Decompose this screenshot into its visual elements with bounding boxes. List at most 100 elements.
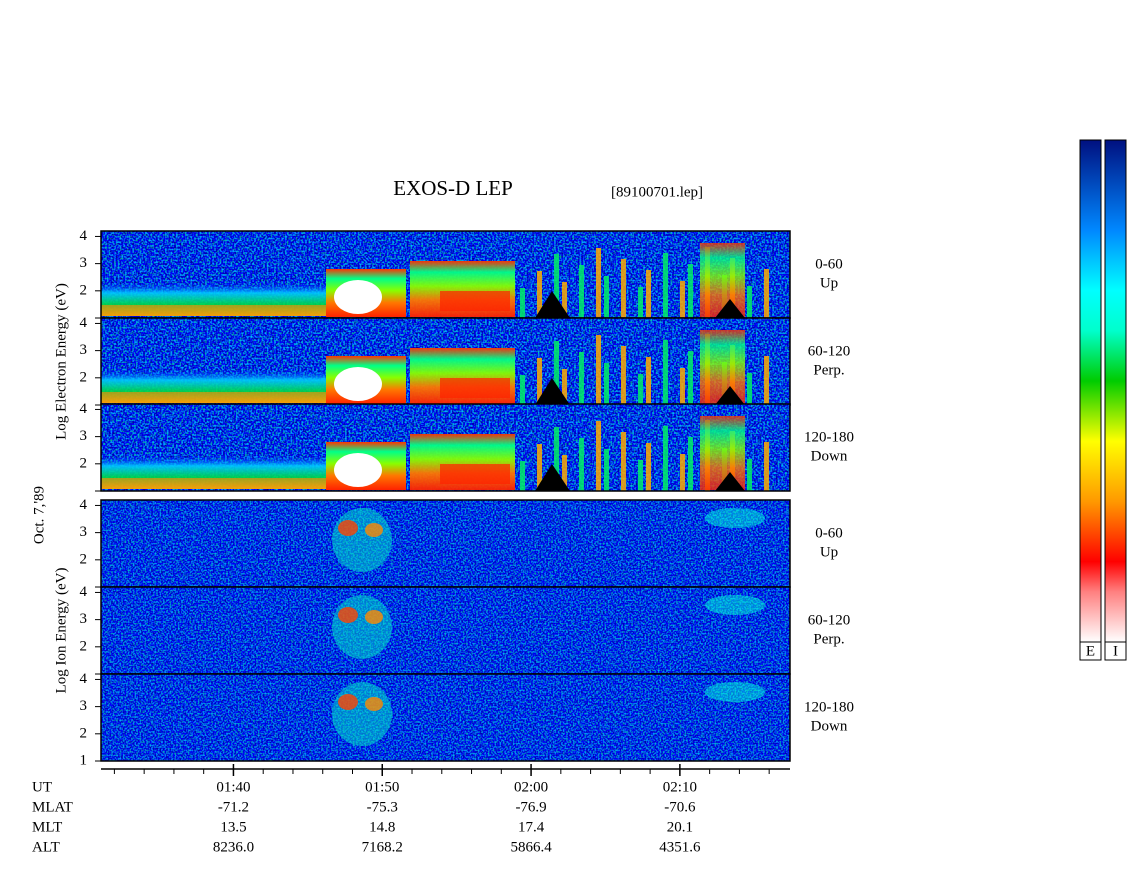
- ephemeris-value: -75.3: [367, 799, 398, 815]
- direction-label: Down: [811, 448, 848, 464]
- spectrogram-blob: [332, 682, 392, 746]
- spectrogram-spike: [520, 288, 525, 318]
- colorbar-label: E: [1086, 643, 1095, 659]
- x-tick-label: 01:50: [365, 779, 399, 795]
- spectrogram-blob: [705, 682, 765, 702]
- spectrogram-band: [101, 392, 329, 403]
- spectrogram-blob: [334, 280, 382, 314]
- spectrogram-blob: [440, 378, 510, 398]
- ephemeris-value: 17.4: [518, 819, 545, 835]
- y-tick-label: 1: [80, 752, 88, 768]
- y-tick-label: 4: [80, 671, 88, 687]
- spectrogram-blob: [338, 607, 358, 623]
- spectrogram-blob: [338, 694, 358, 710]
- spectrogram-spike: [604, 276, 609, 318]
- ephemeris-value: 8236.0: [213, 839, 254, 855]
- spectrogram-spike: [554, 254, 559, 318]
- spectrogram-band: [101, 305, 329, 316]
- spectrogram-blob: [365, 523, 383, 537]
- spectrogram-blob: [705, 595, 765, 615]
- ephemeris-label: MLAT: [32, 799, 73, 815]
- spectrogram-spike: [520, 461, 525, 491]
- colorbar: [1079, 139, 1102, 643]
- spectrogram-spike: [579, 352, 584, 405]
- y-tick-label: 4: [80, 401, 88, 417]
- spectrogram-noise: [101, 500, 790, 587]
- ephemeris-value: 14.8: [369, 819, 395, 835]
- spectrogram-spike: [621, 259, 626, 318]
- spectrogram-void: [715, 472, 745, 491]
- spectrogram-spike: [638, 287, 643, 318]
- angle-label: 60-120: [808, 612, 851, 628]
- spectrogram-spike: [688, 351, 693, 405]
- spectrogram-blob: [700, 243, 745, 317]
- spectrogram-blob: [338, 520, 358, 536]
- spectrogram-spike: [596, 421, 601, 491]
- y-tick-label: 2: [80, 369, 88, 385]
- spectrogram-spike: [537, 271, 542, 318]
- spectrogram-spike: [764, 356, 769, 405]
- y-tick-label: 2: [80, 455, 88, 471]
- colorbar: [1104, 139, 1127, 643]
- direction-label: Perp.: [813, 362, 844, 378]
- y-tick-label: 3: [80, 524, 88, 540]
- spectrogram-blob: [705, 508, 765, 528]
- file-label: [89100701.lep]: [611, 184, 703, 200]
- spectrogram-spike: [537, 444, 542, 491]
- direction-label: Perp.: [813, 631, 844, 647]
- chart-title: EXOS-D LEP: [393, 176, 513, 200]
- spectrogram-spike: [520, 375, 525, 405]
- spectrogram-spike: [596, 248, 601, 318]
- panel-frame: [100, 403, 791, 492]
- y-tick-label: 2: [80, 551, 88, 567]
- spectrogram-void: [715, 386, 745, 405]
- spectrogram-spike: [680, 368, 685, 405]
- x-tick-label: 01:40: [216, 779, 250, 795]
- spectrogram-blob: [700, 330, 745, 404]
- colorbar-label: I: [1113, 643, 1118, 659]
- y-tick-label: 3: [80, 342, 88, 358]
- ephemeris-value: 13.5: [220, 819, 246, 835]
- y-tick-label: 3: [80, 698, 88, 714]
- spectrogram-void: [535, 291, 570, 318]
- spectrogram-spike: [764, 442, 769, 491]
- x-tick-label: 02:10: [663, 779, 697, 795]
- spectrogram-noise: [101, 674, 790, 761]
- y-tick-label: 4: [80, 497, 88, 513]
- spectrogram-spike: [562, 455, 567, 491]
- y-tick-label: 3: [80, 611, 88, 627]
- spectrogram-spike: [537, 358, 542, 405]
- spectrogram-spike: [764, 269, 769, 318]
- spectrogram-spike: [747, 459, 752, 491]
- ephemeris-label: MLT: [32, 819, 62, 835]
- y-tick-label: 4: [80, 228, 88, 244]
- spectrogram-spike: [680, 281, 685, 318]
- spectrogram-spike: [579, 438, 584, 491]
- spectrogram-void: [715, 299, 745, 318]
- spectrogram-spike: [562, 282, 567, 318]
- angle-label: 120-180: [804, 429, 854, 445]
- angle-label: 0-60: [815, 256, 843, 272]
- spectrogram-blob: [334, 367, 382, 401]
- x-tick-label: 02:00: [514, 779, 548, 795]
- y-tick-label: 3: [80, 255, 88, 271]
- y-axis-label: Log Electron Energy (eV): [53, 283, 69, 440]
- direction-label: Down: [811, 718, 848, 734]
- spectrogram-spike: [747, 373, 752, 405]
- spectrogram-spike: [554, 341, 559, 405]
- spectrogram-blob: [334, 453, 382, 487]
- spectrogram-blob: [332, 508, 392, 572]
- spectrogram-blob: [440, 464, 510, 484]
- colorbar-label-box: [1079, 641, 1102, 661]
- y-tick-label: 4: [80, 584, 88, 600]
- angle-label: 0-60: [815, 525, 843, 541]
- spectrogram-spike: [646, 270, 651, 318]
- ephemeris-value: 5866.4: [510, 839, 552, 855]
- angle-label: 120-180: [804, 699, 854, 715]
- y-tick-label: 4: [80, 315, 88, 331]
- ephemeris-value: -76.9: [515, 799, 546, 815]
- ephemeris-value: 20.1: [667, 819, 693, 835]
- ephemeris-label: UT: [32, 779, 52, 795]
- spectrogram-void: [535, 464, 570, 491]
- ephemeris-value: -71.2: [218, 799, 249, 815]
